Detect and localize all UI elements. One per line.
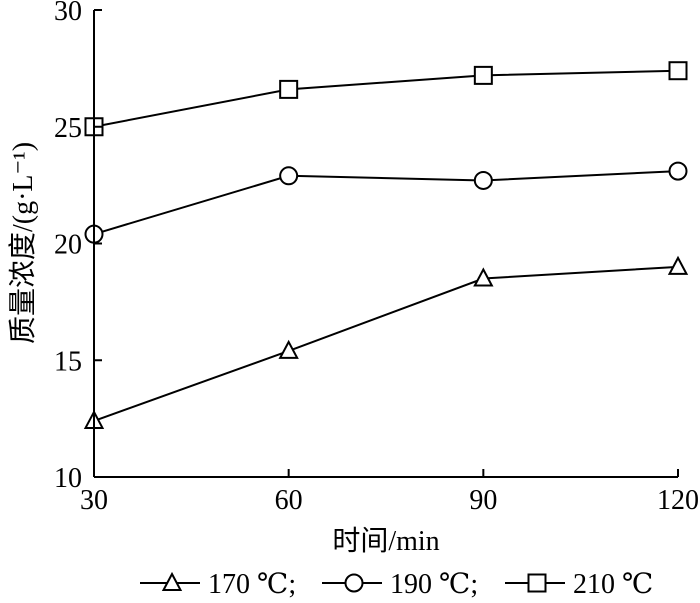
data-point-circle <box>473 170 493 190</box>
y-tick-label: 15 <box>54 346 82 377</box>
legend-label: 190 ℃; <box>390 569 478 600</box>
series-line-triangle <box>93 265 679 422</box>
plot-area <box>83 61 689 429</box>
series-line-circle <box>93 170 679 236</box>
y-tick-label: 10 <box>54 463 82 494</box>
y-tick-label: 25 <box>54 113 82 144</box>
data-point-triangle <box>667 255 689 275</box>
data-point-square <box>279 79 299 99</box>
x-tick-label: 30 <box>80 485 108 516</box>
y-axis-title: 质量浓度/(g·L⁻¹) <box>7 142 39 344</box>
x-tick-label: 60 <box>275 485 303 516</box>
data-point-circle <box>668 161 688 181</box>
legend: 170 ℃; 190 ℃; 210 ℃ <box>140 569 653 600</box>
y-ticks: 10 15 20 25 30 <box>54 0 102 494</box>
x-tick-label: 90 <box>469 485 497 516</box>
legend-label: 170 ℃; <box>208 569 296 600</box>
legend-marker-triangle <box>161 571 183 591</box>
legend-label: 210 ℃ <box>573 569 653 600</box>
data-point-square <box>668 61 688 81</box>
series-line-square <box>93 69 679 128</box>
legend-marker-square <box>527 573 547 593</box>
data-point-triangle <box>473 267 494 287</box>
data-point-square <box>473 65 493 85</box>
y-tick-label: 30 <box>54 0 82 27</box>
axes <box>93 10 678 478</box>
data-point-triangle <box>278 339 299 359</box>
x-tick-label: 120 <box>657 485 699 516</box>
y-tick-label: 20 <box>54 230 82 261</box>
legend-marker-circle <box>344 573 364 593</box>
x-ticks: 30 60 90 120 <box>80 469 699 516</box>
x-axis-title: 时间/min <box>332 525 439 557</box>
data-point-circle <box>279 166 299 186</box>
